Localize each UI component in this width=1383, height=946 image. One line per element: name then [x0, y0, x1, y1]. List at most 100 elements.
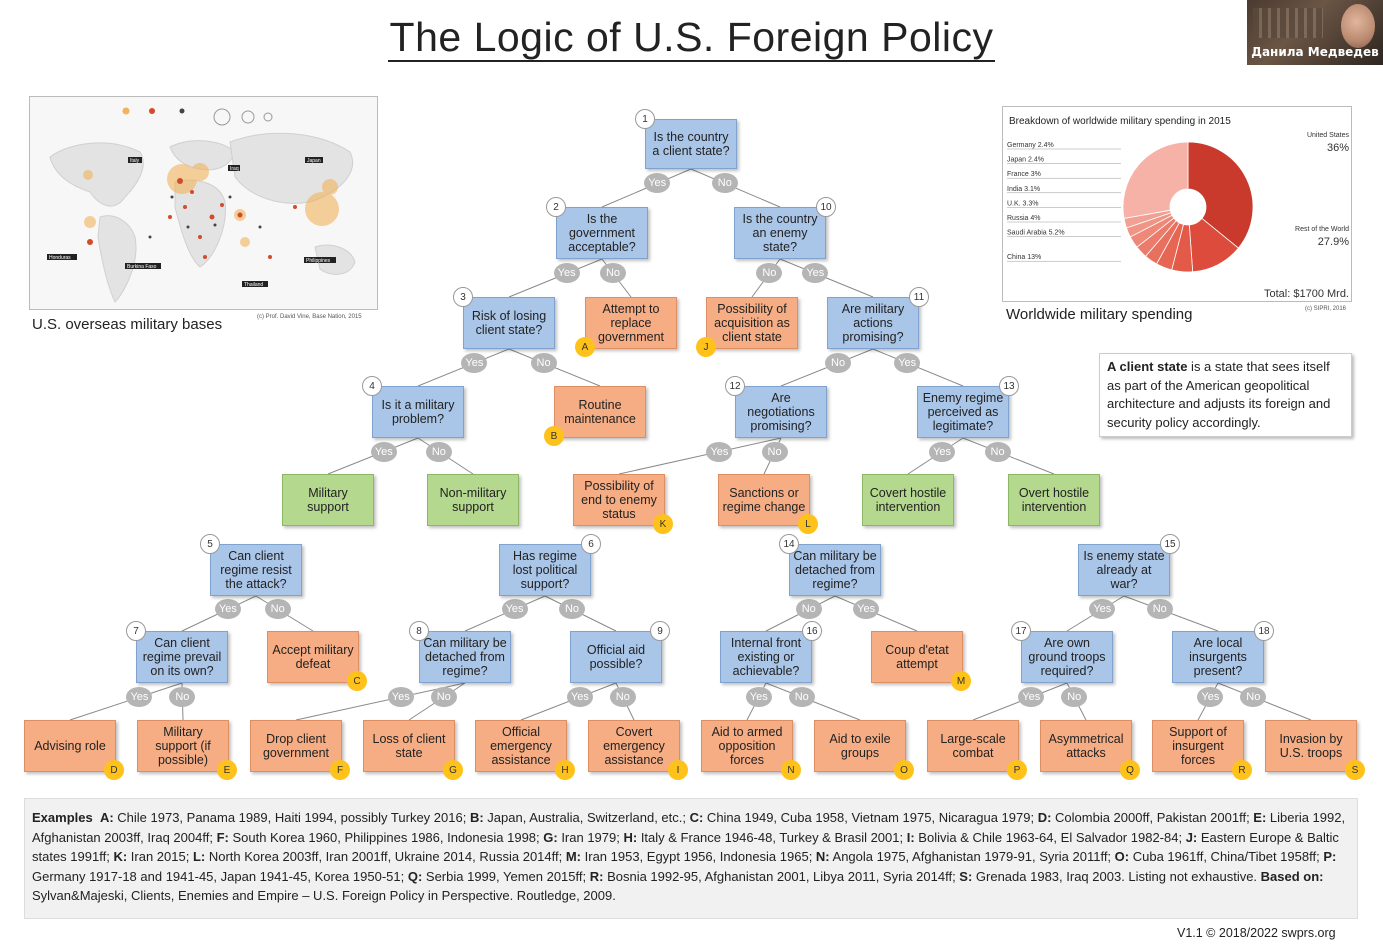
outcome-letter-badge: J [696, 337, 716, 357]
example-key: J: [1185, 829, 1198, 845]
example-key: I: [906, 829, 915, 845]
step-number-badge: 5 [200, 534, 220, 554]
node-text: Can military be detached from regime? [793, 549, 877, 591]
version-credit: V1.1 © 2018/2022 swprs.org [1177, 926, 1336, 940]
question-box-q8: Can military be detached from regime? [419, 631, 511, 683]
example-value: China 1949, Cuba 1958, Vietnam 1975, Nic… [703, 810, 1038, 825]
definition-text: is a state that sees itself as part of t… [1107, 359, 1331, 430]
military-bases-map: Italy Iraq Japan Honduras Burkina Faso P… [29, 96, 378, 310]
edge-q12-rK [618, 437, 782, 475]
step-number-badge: 12 [725, 376, 745, 396]
map-label-burkina-faso: Burkina Faso [127, 264, 157, 270]
outcome-box-rH: Official emergency assistance [475, 720, 567, 772]
edge-label-no: No [600, 263, 627, 284]
outcome-box-rA: Attempt to replace government [585, 297, 677, 349]
outcome-letter-badge: P [1007, 760, 1027, 780]
node-text: Possibility of acquisition as client sta… [714, 302, 790, 344]
edge-label-yes: Yes [802, 263, 829, 284]
outcome-box-rD: Advising role [24, 720, 116, 772]
pie-slice-united-states [1187, 141, 1254, 249]
node-text: Are local insurgents present? [1189, 636, 1247, 678]
question-box-q1: Is the country a client state? [645, 119, 737, 169]
edge-label-yes: Yes [1089, 599, 1116, 620]
pie-slice-rest-of-the-world [1122, 141, 1189, 219]
outcome-letter-badge: I [668, 760, 688, 780]
edge-label-no: No [711, 173, 738, 194]
edge-label-no: No [1240, 687, 1267, 708]
edge-label-no: No [169, 687, 196, 708]
step-number-badge: 15 [1160, 534, 1180, 554]
edge-label-yes: Yes [214, 599, 241, 620]
step-number-badge: 2 [546, 197, 566, 217]
legend-item-7: China 13% [1007, 254, 1041, 261]
question-box-q5: Can client regime resist the attack? [210, 544, 302, 596]
node-text: Drop client government [262, 732, 329, 760]
edge-label-no: No [430, 687, 457, 708]
outcome-letter-badge: A [575, 337, 595, 357]
edge-label-no: No [1146, 599, 1173, 620]
example-key: D: [1037, 810, 1052, 825]
node-text: Support of insurgent forces [1169, 725, 1227, 767]
question-box-q9: Official aid possible? [570, 631, 662, 683]
spending-caption: Worldwide military spending [1006, 306, 1193, 323]
question-box-q3: Risk of losing client state? [463, 297, 555, 349]
step-number-badge: 1 [635, 109, 655, 129]
node-text: Are military actions promising? [841, 302, 905, 344]
edge-label-yes: Yes [706, 441, 733, 462]
node-text: Invasion by U.S. troops [1279, 732, 1343, 760]
military-spending-chart: Breakdown of worldwide military spending… [1002, 106, 1352, 302]
question-box-q6: Has regime lost political support? [499, 544, 591, 596]
question-box-q10: Is the country an enemy state? [734, 207, 826, 259]
example-value: Japan, Australia, Switzerland, etc.; [483, 810, 690, 825]
legend-item-5: Russia 4% [1007, 215, 1040, 222]
edge-label-yes: Yes [387, 687, 414, 708]
us-label: United States [1307, 132, 1350, 139]
question-box-q17: Are own ground troops required? [1021, 631, 1113, 683]
node-text: Enemy regime perceived as legitimate? [922, 391, 1004, 433]
question-box-q14: Can military be detached from regime? [789, 544, 881, 596]
edge-label-yes: Yes [501, 599, 528, 620]
node-text: Advising role [34, 739, 106, 753]
outcome-letter-badge: K [653, 514, 673, 534]
legend-item-3: India 3.1% [1007, 186, 1040, 193]
node-text: Overt hostile intervention [1018, 486, 1090, 514]
legend-item-1: Japan 2.4% [1007, 157, 1044, 164]
question-box-q12: Are negotiations promising? [735, 386, 827, 438]
step-number-badge: 7 [126, 621, 146, 641]
edge-label-yes: Yes [553, 263, 580, 284]
example-value: Italy & France 1946-48, Turkey & Brasil … [637, 829, 907, 845]
node-text: Asymmetrical attacks [1048, 732, 1124, 760]
client-state-definition: A client state is a state that sees itse… [1099, 353, 1352, 437]
outcome-letter-badge: Q [1120, 760, 1140, 780]
example-key: B: [469, 810, 484, 825]
step-number-badge: 10 [816, 197, 836, 217]
node-text: Internal front existing or achievable? [730, 636, 802, 678]
bookshelf-background [1253, 8, 1323, 38]
step-number-badge: 11 [909, 287, 929, 307]
node-text: Has regime lost political support? [512, 549, 578, 591]
outcome-box-gMil: Military support [282, 474, 374, 526]
example-key: P: [1323, 849, 1337, 865]
outcome-box-rS: Invasion by U.S. troops [1265, 720, 1357, 772]
outcome-letter-badge: O [894, 760, 914, 780]
outcome-letter-badge: N [781, 760, 801, 780]
step-number-badge: 9 [650, 621, 670, 641]
edge-label-yes: Yes [461, 353, 488, 374]
example-key: L: [192, 849, 206, 865]
page-title: The Logic of U.S. Foreign Policy [387, 14, 996, 62]
example-value: Cuba 1961ff, China/Tibet 1958ff; [1129, 849, 1324, 865]
video-thumbnail[interactable]: Данила Медведев [1247, 0, 1383, 65]
node-text: Is enemy state already at war? [1083, 549, 1165, 591]
outcome-box-rG: Loss of client state [363, 720, 455, 772]
edge-label-no: No [825, 353, 852, 374]
step-number-badge: 13 [999, 376, 1019, 396]
example-key: N: [815, 849, 830, 865]
spending-credit: (c) SIPRI, 2016 [1305, 306, 1347, 312]
example-key: H: [623, 829, 638, 845]
outcome-letter-badge: H [555, 760, 575, 780]
step-number-badge: 18 [1254, 621, 1274, 641]
participant-name: Данила Медведев [1251, 45, 1379, 59]
example-value: Iran 1979; [557, 829, 624, 845]
example-key: G: [543, 829, 558, 845]
edge-label-no: No [756, 263, 783, 284]
